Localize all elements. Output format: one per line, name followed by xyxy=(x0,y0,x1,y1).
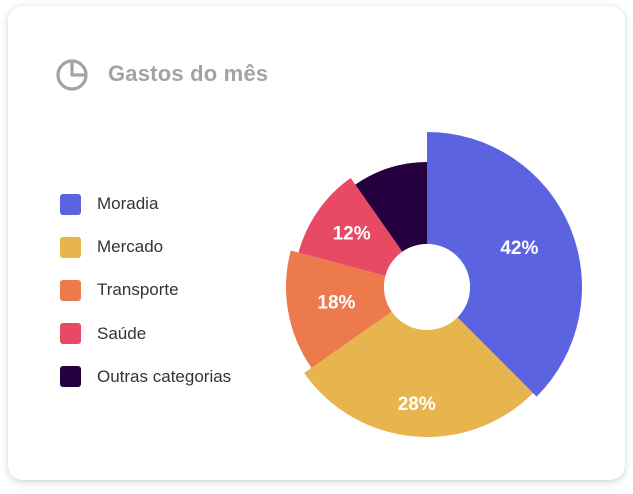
legend-label: Saúde xyxy=(97,323,147,343)
slice-label-mercado: 28% xyxy=(398,394,436,415)
chart-legend: Moradia Mercado Transporte Saúde Outras … xyxy=(60,192,231,408)
card-header: Gastos do mês xyxy=(54,54,268,94)
legend-item-transporte: Transporte xyxy=(60,278,231,302)
pie-slice-mercado xyxy=(304,311,534,437)
pie-slice-transporte xyxy=(286,250,392,368)
legend-item-moradia: Moradia xyxy=(60,192,231,216)
legend-item-outras-categorias: Outras categorias xyxy=(60,365,231,389)
slice-label-moradia: 42% xyxy=(500,238,538,259)
legend-item-mercado: Mercado xyxy=(60,235,231,259)
legend-label: Transporte xyxy=(97,280,179,300)
card-title: Gastos do mês xyxy=(108,61,269,86)
legend-item-saude: Saúde xyxy=(60,322,231,346)
legend-swatch xyxy=(60,193,81,215)
pie-slice-outras-categorias xyxy=(355,162,427,252)
legend-label: Moradia xyxy=(97,194,159,213)
donut-hole xyxy=(384,244,470,330)
legend-label: Outras categorias xyxy=(97,366,232,386)
slice-label-transporte: 18% xyxy=(317,292,355,313)
legend-swatch xyxy=(60,279,81,301)
slice-label-saude: 12% xyxy=(333,224,371,245)
legend-label: Mercado xyxy=(97,237,164,257)
legend-swatch xyxy=(60,323,81,345)
legend-swatch xyxy=(60,366,81,388)
pie-slice-moradia xyxy=(427,132,582,397)
pie-chart-icon xyxy=(54,56,90,92)
legend-swatch xyxy=(60,236,81,258)
pie-slice-saude xyxy=(298,178,403,276)
